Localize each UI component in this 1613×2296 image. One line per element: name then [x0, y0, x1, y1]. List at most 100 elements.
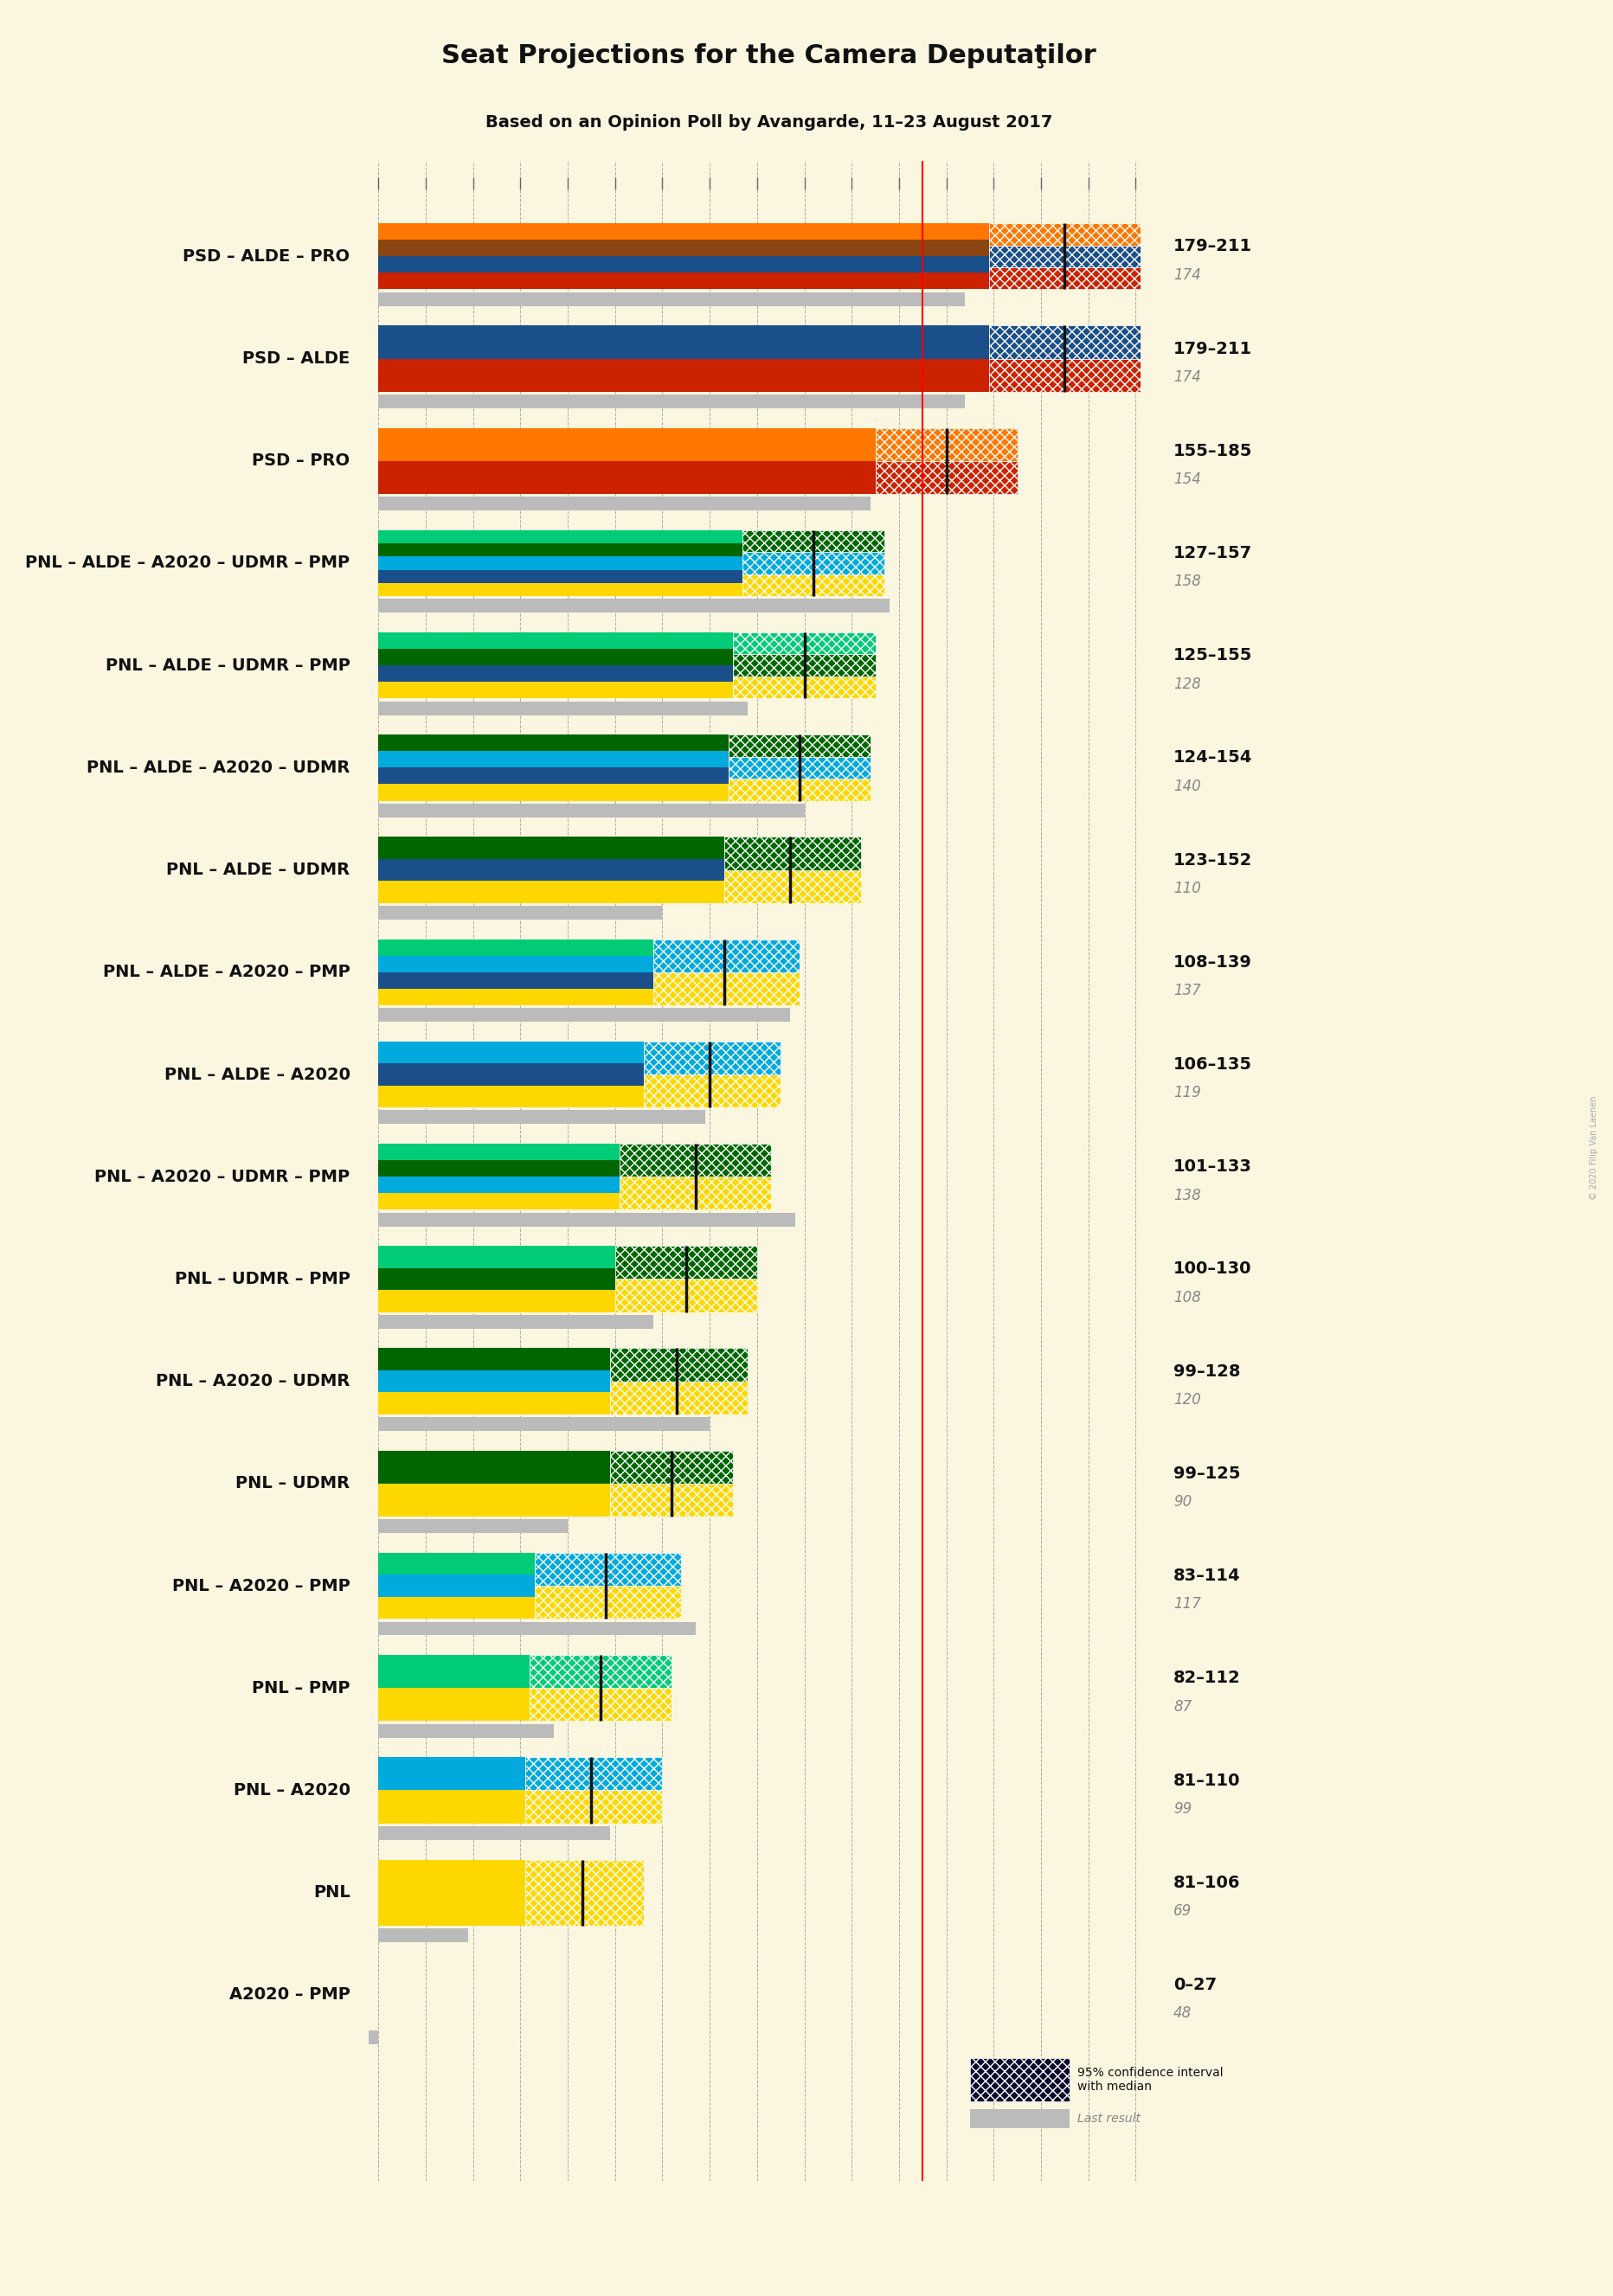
Bar	[379, 838, 724, 859]
Text: PSD – PRO: PSD – PRO	[252, 452, 350, 468]
Bar	[142, 1995, 269, 2027]
Text: Based on an Opinion Poll by Avangarde, 11–23 August 2017: Based on an Opinion Poll by Avangarde, 1…	[486, 115, 1052, 131]
Bar	[610, 1382, 747, 1414]
Text: 87: 87	[1173, 1699, 1192, 1715]
Bar	[653, 971, 800, 1006]
Text: PNL – ALDE – A2020 – UDMR – PMP: PNL – ALDE – A2020 – UDMR – PMP	[26, 556, 350, 572]
Bar	[379, 556, 744, 569]
Bar	[379, 1451, 610, 1483]
Bar	[744, 574, 886, 597]
Bar	[379, 1391, 610, 1414]
Bar	[379, 1655, 531, 1688]
Bar	[526, 1756, 663, 1791]
Bar	[379, 1621, 695, 1635]
Text: © 2020 Filip Van Laenen: © 2020 Filip Van Laenen	[1589, 1095, 1598, 1201]
Bar	[379, 971, 653, 990]
Bar	[379, 326, 989, 358]
Bar	[989, 266, 1140, 289]
Text: 99: 99	[1173, 1800, 1192, 1816]
Bar	[379, 650, 734, 666]
Text: PNL – A2020 – UDMR – PMP: PNL – A2020 – UDMR – PMP	[95, 1169, 350, 1185]
Text: PNL – A2020 – PMP: PNL – A2020 – PMP	[173, 1577, 350, 1593]
Text: PNL – A2020 – UDMR: PNL – A2020 – UDMR	[156, 1373, 350, 1389]
Bar	[379, 1086, 644, 1107]
Bar	[379, 530, 744, 544]
Text: PNL – UDMR: PNL – UDMR	[235, 1476, 350, 1492]
Bar	[734, 677, 876, 698]
Bar	[526, 1860, 644, 1926]
Text: 123–152: 123–152	[1173, 852, 1252, 868]
Bar	[531, 1655, 673, 1688]
Bar	[379, 666, 734, 682]
Bar	[724, 838, 861, 870]
Bar	[379, 907, 663, 921]
Bar	[142, 1961, 269, 1995]
Bar	[379, 1575, 534, 1596]
Bar	[379, 273, 989, 289]
Bar	[379, 1111, 705, 1125]
Bar	[369, 2030, 379, 2043]
Bar	[379, 682, 734, 698]
Text: PNL: PNL	[313, 1885, 350, 1901]
Bar	[379, 257, 989, 273]
Bar	[744, 551, 886, 574]
Text: 48: 48	[1173, 2004, 1192, 2020]
Bar	[379, 955, 653, 971]
Text: 99–128: 99–128	[1173, 1364, 1240, 1380]
Bar	[615, 1247, 756, 1279]
Bar	[989, 223, 1140, 246]
Bar	[615, 1279, 756, 1311]
Bar	[379, 1791, 526, 1823]
Text: 120: 120	[1173, 1391, 1202, 1407]
Bar	[379, 1212, 795, 1226]
Text: Last result: Last result	[1077, 2112, 1140, 2126]
Bar	[379, 1825, 610, 1839]
Text: 174: 174	[1173, 266, 1202, 282]
Bar	[531, 1688, 673, 1722]
Bar	[379, 569, 744, 583]
Bar	[379, 1143, 619, 1159]
Bar	[379, 1929, 468, 1942]
Text: PNL – ALDE – A2020: PNL – ALDE – A2020	[165, 1065, 350, 1084]
Bar	[379, 1178, 619, 1194]
Text: 83–114: 83–114	[1173, 1568, 1240, 1584]
Bar	[379, 859, 724, 882]
Text: PNL – UDMR – PMP: PNL – UDMR – PMP	[174, 1270, 350, 1288]
Bar	[379, 427, 876, 461]
Bar	[379, 395, 965, 409]
Bar	[644, 1042, 781, 1075]
Bar	[729, 735, 871, 758]
Text: 179–211: 179–211	[1173, 340, 1252, 356]
Bar	[379, 1316, 653, 1329]
Bar	[379, 599, 889, 613]
Text: 108: 108	[1173, 1290, 1202, 1304]
Text: 124–154: 124–154	[1173, 748, 1252, 767]
Bar	[379, 544, 744, 556]
Bar	[989, 326, 1140, 358]
Text: 82–112: 82–112	[1173, 1669, 1240, 1685]
Bar	[379, 1724, 553, 1738]
Bar	[379, 223, 989, 239]
Bar	[969, 2060, 1069, 2101]
Bar	[379, 1860, 526, 1926]
Bar	[526, 1791, 663, 1823]
Text: 155–185: 155–185	[1173, 443, 1252, 459]
Bar	[379, 1520, 568, 1534]
Bar	[989, 246, 1140, 266]
Bar	[379, 1756, 526, 1791]
Text: 100–130: 100–130	[1173, 1261, 1252, 1277]
Bar	[379, 939, 653, 955]
Bar	[379, 631, 734, 650]
Text: 106–135: 106–135	[1173, 1056, 1252, 1072]
Bar	[379, 1247, 615, 1267]
Bar	[379, 1596, 534, 1619]
Bar	[379, 990, 653, 1006]
Bar	[876, 461, 1018, 494]
Text: PSD – ALDE – PRO: PSD – ALDE – PRO	[182, 248, 350, 264]
Bar	[379, 583, 744, 597]
Bar	[969, 2110, 1069, 2128]
Text: 154: 154	[1173, 471, 1202, 487]
Text: 128: 128	[1173, 675, 1202, 691]
Bar	[142, 1995, 269, 2027]
Bar	[734, 654, 876, 677]
